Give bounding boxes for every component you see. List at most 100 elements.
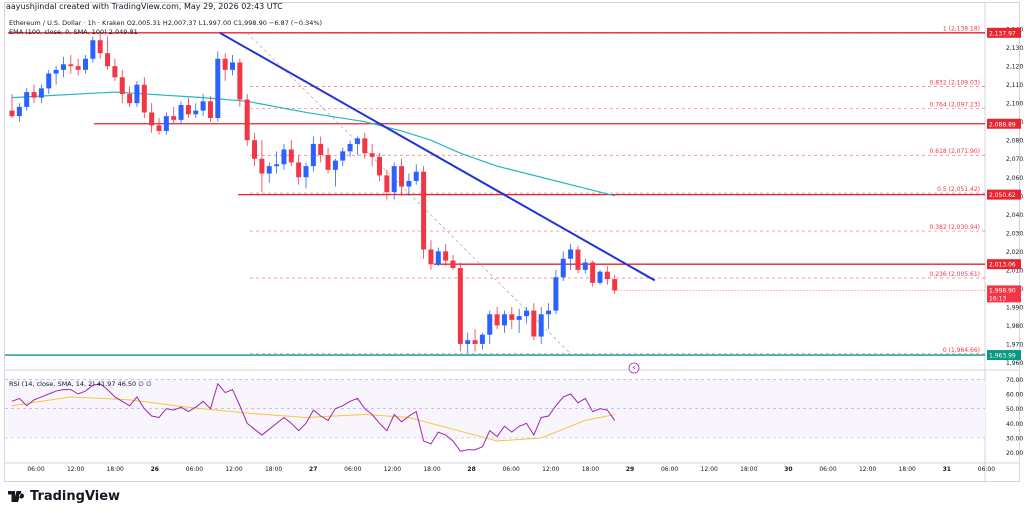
fib-level-label: 0.618 (2,071.90) (930, 148, 980, 155)
candle-body (134, 84, 140, 104)
fib-level-label: 0.832 (2,109.03) (930, 79, 980, 86)
candle-body (105, 53, 111, 67)
candle-body (531, 310, 537, 337)
candle-body (546, 310, 552, 315)
candle-body (509, 314, 515, 320)
time-tick-label: 12:00 (384, 466, 401, 473)
candle-body (494, 314, 500, 326)
price-tag-label: 1,963.99 (989, 353, 1016, 360)
candle-body (75, 66, 81, 70)
fib-level-label: 1 (2,138.18) (943, 25, 980, 32)
candle-body (60, 64, 66, 70)
candle-body (163, 116, 169, 131)
time-tick-label: 18:00 (423, 466, 440, 473)
price-tick-label: 1,970.00 (1006, 341, 1024, 348)
candle-body (575, 249, 581, 270)
last-price-tag (987, 285, 1021, 303)
candle-body (384, 175, 390, 193)
candle-body (296, 162, 302, 178)
price-tick-label: 2,010.00 (1006, 267, 1024, 274)
time-tick-label: 12:00 (701, 466, 718, 473)
candle-body (538, 314, 544, 337)
time-tick-label: 06:00 (978, 466, 995, 473)
candle-body (399, 166, 405, 187)
candle-body (391, 166, 397, 193)
candle-body (9, 110, 15, 117)
price-tick-label: 2,120.00 (1006, 64, 1024, 71)
candle-body (325, 155, 331, 170)
rsi-tick-label: 60.00 (1006, 392, 1023, 399)
price-tick-label: 2,100.00 (1006, 101, 1024, 108)
candle-body (465, 340, 471, 344)
candle-body (597, 271, 603, 283)
candle-body (487, 314, 493, 335)
candle-body (377, 156, 382, 176)
candle-body (200, 101, 206, 111)
time-tick-label: 06:00 (503, 466, 520, 473)
rsi-tick-label: 70.00 (1006, 377, 1023, 384)
candle-body (318, 143, 324, 156)
candle-body (553, 277, 559, 311)
candle-body (149, 112, 155, 126)
lightning-icon: ⚡ (632, 365, 637, 373)
candle-body (450, 260, 456, 268)
candle-body (31, 92, 37, 98)
candle-body (141, 84, 147, 113)
rsi-legend: RSI (14, close, SMA, 14, 2) 41.97 46.50 … (9, 380, 152, 388)
price-tag-label: 2,050.62 (989, 192, 1016, 199)
candle-body (90, 40, 96, 59)
price-tick-label: 2,110.00 (1006, 82, 1024, 89)
price-tick-label: 2,070.00 (1006, 156, 1024, 163)
candle-body (222, 58, 228, 70)
rsi-tick-label: 20.00 (1006, 450, 1023, 457)
candle-body (369, 153, 375, 157)
price-tick-label: 2,030.00 (1006, 230, 1024, 237)
rsi-ma-line (11, 396, 615, 442)
price-tag (987, 27, 1021, 38)
candle-body (83, 58, 88, 70)
price-tag-label: 2,088.89 (989, 121, 1016, 128)
price-tag (987, 189, 1021, 200)
price-tick-label: 1,990.00 (1006, 304, 1024, 311)
rsi-tick-label: 30.00 (1006, 436, 1023, 443)
price-tag-label: 2,013.06 (989, 262, 1016, 269)
candle-body (244, 99, 250, 141)
price-tag (987, 118, 1021, 129)
candle-body (347, 143, 353, 152)
price-tick-label: 2,130.00 (1006, 45, 1024, 52)
fib-level-label: 0.382 (2,030.94) (930, 224, 980, 231)
price-tick-label: 2,060.00 (1006, 175, 1024, 182)
time-tick-label: 06:00 (27, 466, 44, 473)
candle-body (479, 334, 485, 344)
candle-body (178, 105, 184, 120)
candle-body (156, 125, 162, 131)
candle-body (501, 314, 507, 326)
tradingview-brand[interactable]: TradingView (8, 488, 120, 504)
fib-level-label: 0.236 (2,005.61) (930, 271, 980, 278)
candle-body (303, 166, 309, 178)
candle-body (340, 151, 346, 161)
candle-body (252, 140, 258, 159)
price-tag (987, 259, 1021, 270)
candle-body (46, 73, 52, 89)
candle-body (193, 110, 199, 115)
fib-level-label: 0.5 (2,051.42) (937, 186, 980, 193)
time-tick-label: 29 (626, 466, 634, 473)
time-tick-label: 12:00 (67, 466, 84, 473)
candle-body (24, 92, 30, 107)
candle-body (215, 58, 221, 118)
candle-body (207, 101, 213, 118)
brand-label: TradingView (30, 488, 121, 504)
candle-body (524, 310, 529, 317)
candle-body (53, 69, 59, 74)
candle-body (68, 64, 74, 67)
price-tick-label: 1,980.00 (1006, 323, 1024, 330)
candle-body (604, 271, 610, 280)
time-tick-label: 18:00 (582, 466, 599, 473)
time-tick-label: 06:00 (819, 466, 836, 473)
candle-body (274, 164, 280, 167)
time-tick-label: 18:00 (107, 466, 124, 473)
candle-body (560, 258, 566, 278)
time-tick-label: 06:00 (661, 466, 678, 473)
